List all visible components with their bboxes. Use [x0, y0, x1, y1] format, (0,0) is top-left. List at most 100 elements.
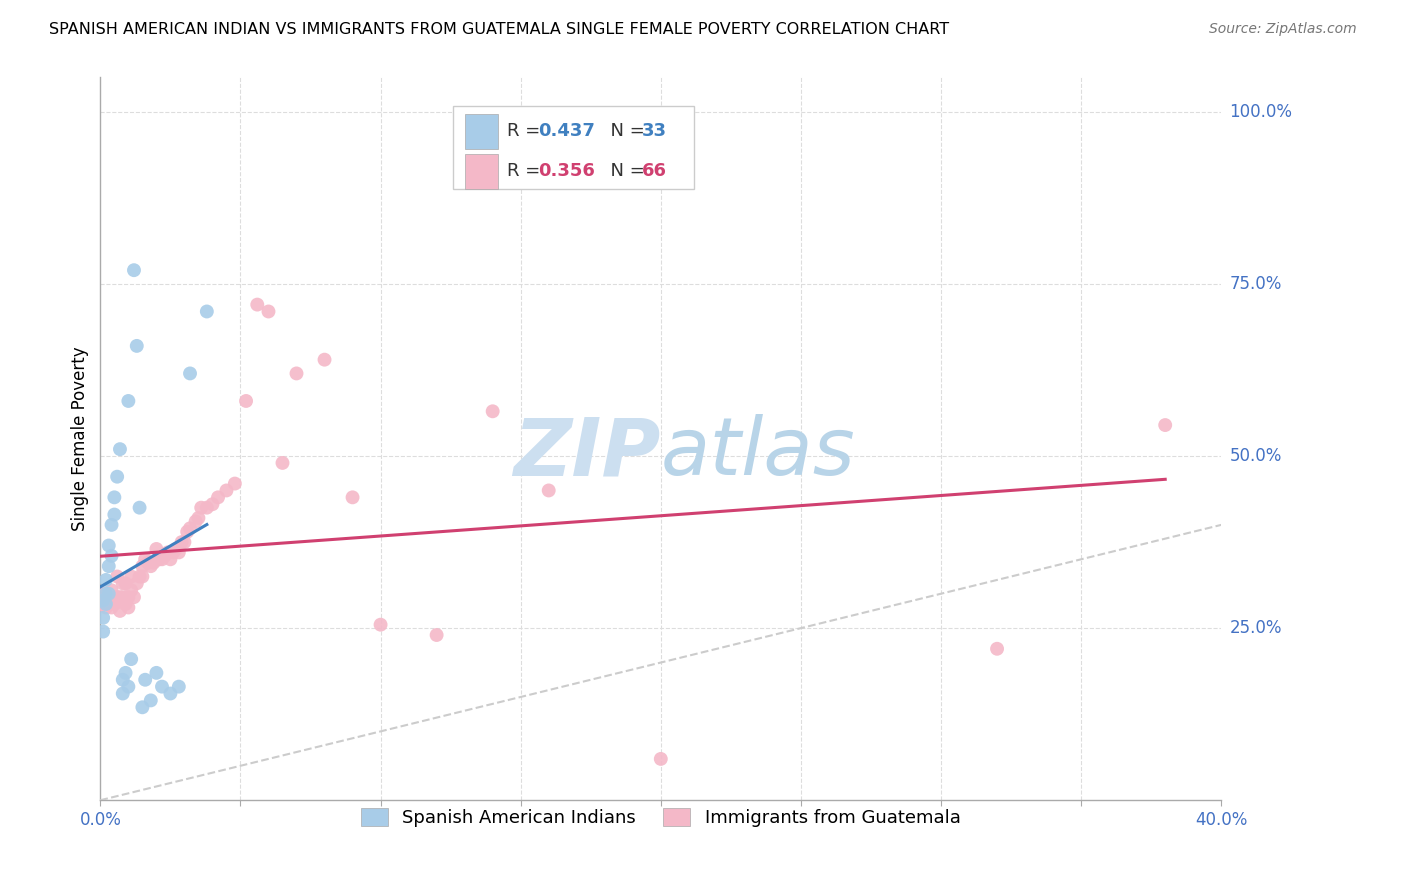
Point — [105, 469, 128, 483]
Point — [117, 394, 139, 409]
Point — [257, 304, 280, 318]
Point — [187, 511, 209, 525]
Text: 0.437: 0.437 — [538, 122, 596, 140]
Point — [114, 576, 136, 591]
Point — [117, 590, 139, 604]
Point — [122, 263, 145, 277]
Text: N =: N = — [599, 122, 651, 140]
Point — [128, 500, 150, 515]
Point — [105, 590, 128, 604]
Point — [94, 600, 117, 615]
Point — [91, 587, 114, 601]
Point — [159, 552, 181, 566]
Point — [131, 559, 153, 574]
Point — [103, 597, 125, 611]
Point — [314, 352, 336, 367]
Point — [111, 576, 134, 591]
Point — [97, 590, 120, 604]
Point — [176, 524, 198, 539]
Text: 0.356: 0.356 — [538, 162, 596, 180]
Point — [91, 611, 114, 625]
Point — [97, 559, 120, 574]
Point — [145, 665, 167, 680]
Point — [195, 500, 218, 515]
Point — [537, 483, 560, 498]
Point — [114, 597, 136, 611]
Text: 25.0%: 25.0% — [1230, 619, 1282, 637]
Point — [179, 521, 201, 535]
Point — [125, 339, 148, 353]
Text: 33: 33 — [641, 122, 666, 140]
Point — [650, 752, 672, 766]
Legend: Spanish American Indians, Immigrants from Guatemala: Spanish American Indians, Immigrants fro… — [354, 801, 967, 835]
Point — [150, 680, 173, 694]
Point — [173, 535, 195, 549]
Point — [167, 680, 190, 694]
Point — [100, 517, 122, 532]
Point — [94, 590, 117, 604]
Point — [120, 569, 142, 583]
Point — [426, 628, 449, 642]
Point — [111, 590, 134, 604]
Point — [97, 539, 120, 553]
Point — [224, 476, 246, 491]
Point — [207, 491, 229, 505]
Point — [162, 545, 184, 559]
Text: 50.0%: 50.0% — [1230, 447, 1282, 465]
Point — [139, 559, 162, 574]
Point — [285, 367, 308, 381]
Point — [1154, 418, 1177, 433]
Point — [235, 394, 257, 409]
Point — [246, 297, 269, 311]
Text: 100.0%: 100.0% — [1230, 103, 1292, 120]
Point — [145, 541, 167, 556]
FancyBboxPatch shape — [464, 153, 498, 188]
Point — [184, 515, 207, 529]
Point — [91, 624, 114, 639]
Point — [111, 673, 134, 687]
FancyBboxPatch shape — [464, 114, 498, 149]
Point — [195, 304, 218, 318]
Point — [120, 652, 142, 666]
Point — [117, 680, 139, 694]
Point — [103, 508, 125, 522]
Point — [165, 541, 187, 556]
FancyBboxPatch shape — [453, 106, 695, 189]
Point — [134, 552, 156, 566]
Point — [131, 569, 153, 583]
Text: N =: N = — [599, 162, 651, 180]
Text: 75.0%: 75.0% — [1230, 275, 1282, 293]
Point — [481, 404, 503, 418]
Point — [120, 583, 142, 598]
Point — [100, 583, 122, 598]
Point — [370, 617, 392, 632]
Point — [94, 587, 117, 601]
Point — [190, 500, 212, 515]
Point — [148, 552, 170, 566]
Point — [131, 700, 153, 714]
Point — [94, 597, 117, 611]
Point — [122, 590, 145, 604]
Point — [136, 556, 159, 570]
Point — [986, 641, 1008, 656]
Point — [139, 693, 162, 707]
Point — [125, 576, 148, 591]
Point — [114, 665, 136, 680]
Point — [215, 483, 238, 498]
Point — [201, 497, 224, 511]
Point — [91, 597, 114, 611]
Point — [170, 535, 193, 549]
Point — [108, 604, 131, 618]
Point — [128, 569, 150, 583]
Text: ZIP: ZIP — [513, 414, 661, 492]
Point — [111, 686, 134, 700]
Text: Source: ZipAtlas.com: Source: ZipAtlas.com — [1209, 22, 1357, 37]
Point — [142, 556, 165, 570]
Point — [150, 552, 173, 566]
Point — [156, 545, 179, 559]
Text: 66: 66 — [641, 162, 666, 180]
Point — [271, 456, 294, 470]
Point — [91, 593, 114, 607]
Text: R =: R = — [508, 162, 547, 180]
Point — [94, 573, 117, 587]
